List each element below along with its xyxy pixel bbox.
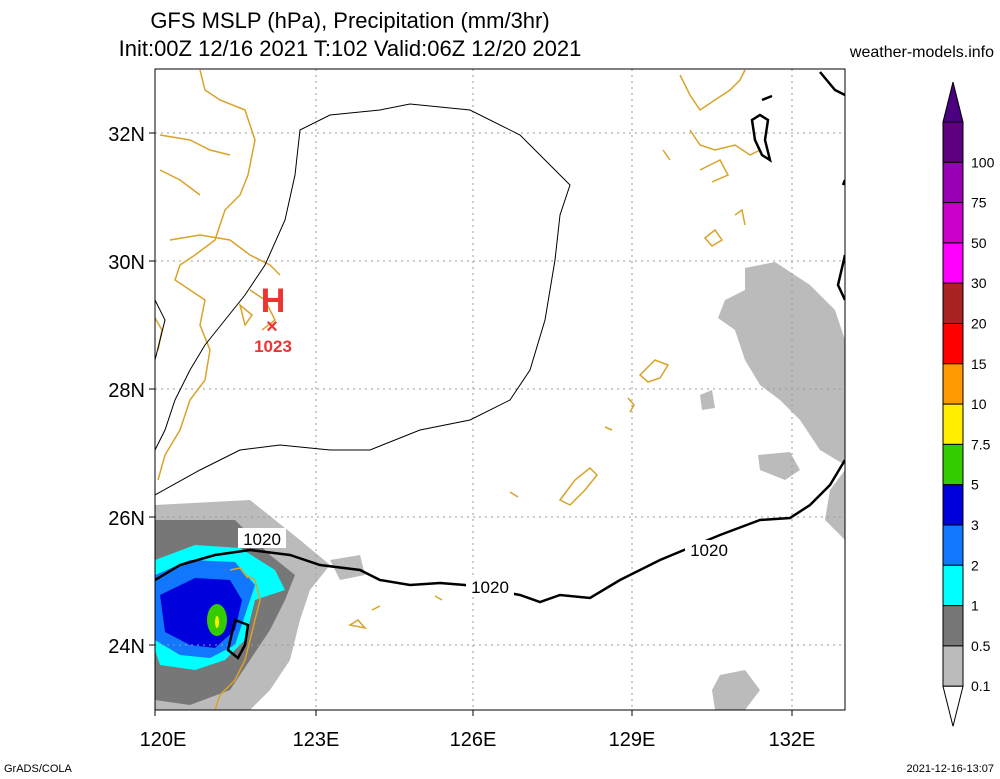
lat-label-28n: 28N — [108, 380, 145, 402]
lon-label-120e: 120E — [140, 729, 187, 751]
legend-swatch — [942, 403, 964, 445]
legend-top-arrow — [942, 81, 964, 123]
legend-swatch — [942, 121, 964, 163]
precip-legend: 100 75 50 30 20 15 10 7.5 5 3 2 1 0.5 0.1 — [942, 81, 995, 727]
site-credit: weather-models.info — [849, 44, 994, 61]
high-pressure-center: H × 1023 — [254, 282, 292, 356]
legend-swatch — [942, 363, 964, 405]
contour-label: 1020 — [243, 530, 281, 549]
high-symbol: H — [261, 282, 286, 320]
generation-timestamp: 2021-12-16-13:07 — [906, 763, 994, 775]
legend-swatch — [942, 242, 964, 284]
legend-bottom-arrow — [942, 685, 964, 727]
legend-swatch — [942, 645, 964, 687]
lat-label-30n: 30N — [108, 252, 145, 274]
precip-75-area — [215, 616, 219, 628]
grads-credit: GrADS/COLA — [4, 763, 72, 775]
high-marker-icon: × — [266, 316, 278, 338]
legend-swatch — [942, 524, 964, 566]
lon-label-123e: 123E — [293, 729, 340, 751]
legend-label: 10 — [971, 396, 987, 412]
legend-swatch — [942, 605, 964, 647]
contour-labels: 1020 1020 1020 — [238, 528, 733, 597]
lat-label-26n: 26N — [108, 508, 145, 530]
legend-label: 2 — [971, 557, 979, 573]
lon-label-126e: 126E — [450, 729, 497, 751]
legend-swatch — [942, 443, 964, 486]
contour-label: 1020 — [690, 541, 728, 560]
legend-label: 0.1 — [971, 678, 991, 694]
legend-swatch — [942, 202, 964, 244]
lat-labels: 32N 30N 28N 26N 24N — [108, 124, 145, 658]
legend-label: 5 — [971, 477, 979, 493]
map-subtitle: Init:00Z 12/16 2021 T:102 Valid:06Z 12/2… — [118, 36, 582, 61]
legend-label: 7.5 — [971, 436, 991, 452]
legend-label: 3 — [971, 517, 979, 533]
legend-swatch — [942, 282, 964, 325]
lon-labels: 120E 123E 126E 129E 132E — [140, 729, 816, 751]
lat-label-24n: 24N — [108, 636, 145, 658]
legend-label: 100 — [971, 154, 995, 170]
lon-label-129e: 129E — [609, 729, 656, 751]
legend-label: 0.5 — [971, 638, 991, 654]
legend-label: 20 — [971, 316, 987, 332]
contour-label: 1020 — [471, 578, 509, 597]
map-title: GFS MSLP (hPa), Precipitation (mm/3hr) — [150, 8, 550, 33]
legend-swatch — [942, 564, 964, 607]
legend-swatch — [942, 323, 964, 365]
isobars-1020 — [155, 71, 845, 660]
high-value: 1023 — [254, 337, 292, 356]
legend-swatch — [942, 484, 964, 526]
legend-label: 30 — [971, 275, 987, 291]
lat-label-32n: 32N — [108, 124, 145, 146]
axis-ticks — [149, 132, 793, 716]
isobars-thin — [155, 103, 571, 496]
legend-label: 1 — [971, 598, 979, 614]
lon-label-132e: 132E — [769, 729, 816, 751]
legend-label: 75 — [971, 195, 987, 211]
legend-label: 15 — [971, 356, 987, 372]
legend-swatch — [942, 161, 964, 204]
legend-label: 50 — [971, 235, 987, 251]
lat-lon-grid — [155, 69, 845, 710]
